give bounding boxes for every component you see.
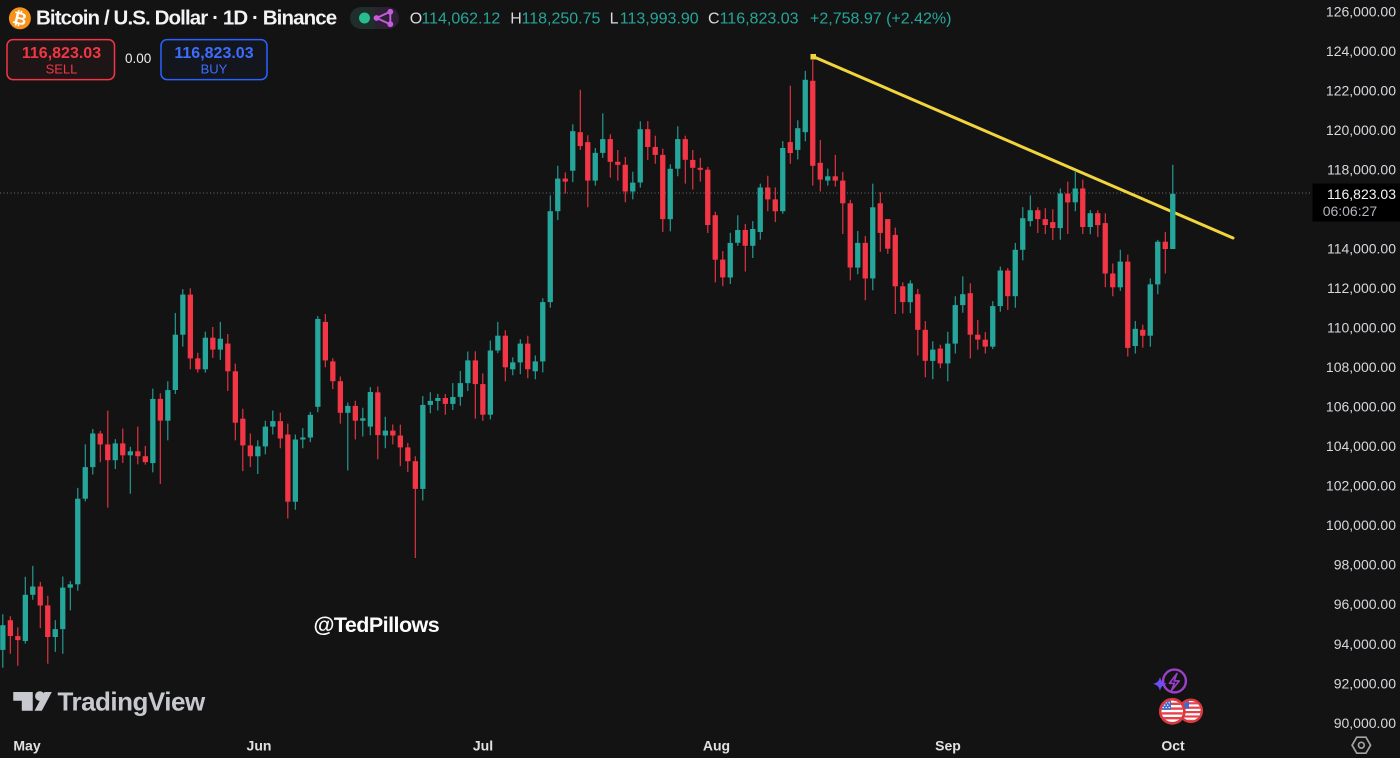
svg-text:TradingView: TradingView bbox=[58, 687, 206, 717]
svg-text:92,000.00: 92,000.00 bbox=[1334, 675, 1396, 691]
svg-text:112,000.00: 112,000.00 bbox=[1327, 280, 1396, 296]
svg-text:106,000.00: 106,000.00 bbox=[1326, 399, 1396, 415]
svg-text:@TedPillows: @TedPillows bbox=[314, 613, 440, 637]
svg-text:Oct: Oct bbox=[1161, 738, 1185, 754]
svg-text:C: C bbox=[708, 10, 720, 27]
svg-text:118,000.00: 118,000.00 bbox=[1327, 162, 1396, 178]
svg-text:113,993.90: 113,993.90 bbox=[620, 10, 699, 27]
svg-text:116,823.03: 116,823.03 bbox=[1327, 186, 1396, 202]
svg-text:118,250.75: 118,250.75 bbox=[522, 10, 601, 27]
svg-text:124,000.00: 124,000.00 bbox=[1326, 43, 1396, 59]
svg-text:+2,758.97 (+2.42%): +2,758.97 (+2.42%) bbox=[810, 10, 951, 27]
svg-text:98,000.00: 98,000.00 bbox=[1334, 557, 1396, 573]
svg-text:BUY: BUY bbox=[201, 62, 228, 77]
svg-text:116,823.03: 116,823.03 bbox=[720, 10, 799, 27]
svg-text:114,062.12: 114,062.12 bbox=[421, 10, 500, 27]
svg-text:100,000.00: 100,000.00 bbox=[1326, 517, 1396, 533]
svg-text:O: O bbox=[410, 10, 422, 27]
svg-text:120,000.00: 120,000.00 bbox=[1326, 122, 1396, 138]
svg-text:104,000.00: 104,000.00 bbox=[1326, 438, 1396, 454]
svg-text:₿: ₿ bbox=[11, 8, 29, 30]
svg-text:Jun: Jun bbox=[247, 738, 272, 754]
svg-text:06:06:27: 06:06:27 bbox=[1323, 203, 1378, 219]
svg-text:90,000.00: 90,000.00 bbox=[1334, 715, 1396, 731]
svg-text:108,000.00: 108,000.00 bbox=[1326, 359, 1396, 375]
svg-text:114,000.00: 114,000.00 bbox=[1327, 241, 1396, 257]
svg-text:96,000.00: 96,000.00 bbox=[1334, 596, 1396, 612]
svg-text:110,000.00: 110,000.00 bbox=[1327, 320, 1396, 336]
svg-text:122,000.00: 122,000.00 bbox=[1326, 83, 1396, 99]
svg-text:May: May bbox=[13, 738, 40, 754]
svg-text:SELL: SELL bbox=[46, 62, 78, 77]
svg-text:Bitcoin / U.S. Dollar · 1D · B: Bitcoin / U.S. Dollar · 1D · Binance bbox=[36, 7, 337, 30]
svg-text:Sep: Sep bbox=[935, 738, 961, 754]
svg-text:Jul: Jul bbox=[473, 738, 493, 754]
svg-text:H: H bbox=[510, 10, 522, 27]
svg-text:116,823.03: 116,823.03 bbox=[174, 45, 253, 62]
svg-text:126,000.00: 126,000.00 bbox=[1326, 4, 1396, 20]
svg-text:116,823.03: 116,823.03 bbox=[22, 45, 101, 62]
svg-text:Aug: Aug bbox=[703, 738, 730, 754]
svg-text:L: L bbox=[610, 10, 619, 27]
svg-text:102,000.00: 102,000.00 bbox=[1326, 478, 1396, 494]
svg-text:94,000.00: 94,000.00 bbox=[1334, 636, 1396, 652]
svg-text:0.00: 0.00 bbox=[125, 51, 151, 66]
